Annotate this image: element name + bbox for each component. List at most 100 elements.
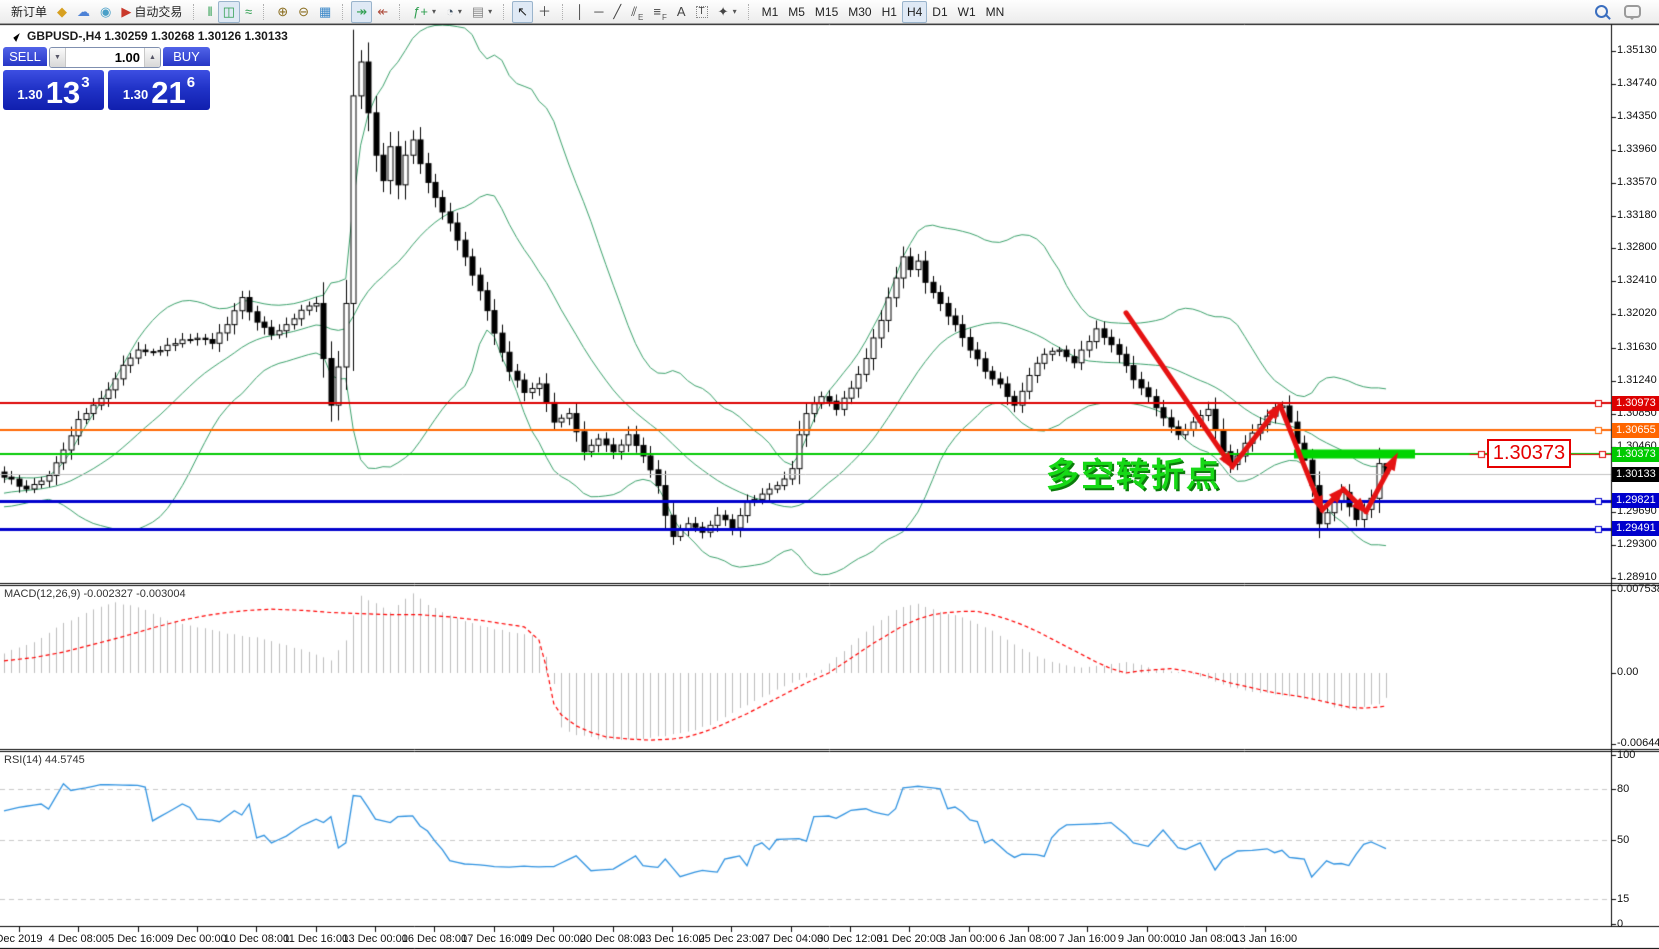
toolbar-separator: [399, 3, 404, 20]
timeframe-h4-button[interactable]: H4: [901, 0, 928, 23]
periods-icon[interactable]: ◔ ▾: [441, 1, 467, 23]
timeframe-mn-button[interactable]: MN: [981, 1, 1010, 23]
indicators-icon-dropdown[interactable]: ▾: [431, 7, 436, 16]
toolbar-separator: [503, 3, 508, 20]
time-tick-label: 10 Jan 08:00: [1174, 933, 1238, 945]
chart-shift-icon: ↞: [377, 4, 389, 19]
toolbar-separator: [747, 3, 753, 20]
arrows-tool-icon[interactable]: ✦ ▾: [713, 1, 742, 23]
channel-tool-icon[interactable]: ⫽ E: [626, 1, 648, 23]
crosshair-tool-icon[interactable]: ＋: [533, 1, 556, 23]
tile-windows-icon[interactable]: ▦: [314, 1, 336, 23]
timeframe-w1-button-label: W1: [957, 4, 976, 19]
price-tick-label: 1.34350: [1617, 110, 1657, 123]
time-tick-label: Dec 2019: [0, 933, 43, 945]
candlestick-chart-type-icon[interactable]: ◫: [217, 0, 241, 23]
toolbar-right: [1595, 5, 1653, 20]
indicators-icon[interactable]: ƒ+ ▾: [408, 1, 441, 23]
price-callout[interactable]: 1.30373: [1487, 439, 1571, 468]
level-price-tag: 1.29491: [1612, 521, 1659, 537]
chart-title-text: GBPUSD-,H4 1.30259 1.30268 1.30126 1.301…: [27, 29, 288, 43]
toolbar: 新订单 ◆ ☁ ◉ ▶ 自动交易 ‖ ◫ ≈ ⊕ ⊖ ▦ ↠ ↞ ƒ+ ▾ ◔ ▾ ▤ ▾ ↖ ＋ │ ─ ╱ ⫽ E ≡ F A T ✦ ▾ M…: [0, 0, 1659, 24]
lot-increase-button[interactable]: ▲: [144, 48, 160, 67]
line-chart-type-icon[interactable]: ≈: [240, 1, 257, 23]
price-tick-label: 1.29300: [1617, 537, 1657, 550]
timeframe-w1-button[interactable]: W1: [953, 1, 981, 23]
sell-button[interactable]: 1.30 13 3: [3, 70, 104, 110]
price-axis[interactable]: [1612, 24, 1659, 927]
lot-size-input[interactable]: [66, 50, 144, 65]
time-tick-label: 19 Dec 00:00: [520, 933, 586, 945]
timeframe-m30-button-label: M30: [848, 4, 872, 19]
time-tick-label: 3 Jan 00:00: [939, 933, 998, 945]
bar-chart-type-icon[interactable]: ‖: [202, 1, 217, 23]
price-tick-label: 1.31630: [1617, 340, 1657, 353]
signals-icon: ◉: [100, 4, 112, 19]
timeframe-m5-button[interactable]: M5: [783, 1, 810, 23]
price-tick-label: 1.32410: [1617, 274, 1657, 287]
time-tick-label: 25 Dec 23:00: [698, 933, 764, 945]
timeframe-d1-button[interactable]: D1: [927, 1, 952, 23]
timeframe-m15-button[interactable]: M15: [810, 1, 843, 23]
templates-icon[interactable]: ▤ ▾: [467, 1, 497, 23]
level-price-tag: 1.30973: [1612, 395, 1659, 411]
candlestick-chart-type-icon: ◫: [222, 4, 236, 19]
zoom-in-icon[interactable]: ⊕: [272, 1, 293, 23]
trendline-tool-icon: ╱: [613, 4, 622, 19]
text-tool-icon[interactable]: A: [672, 1, 691, 23]
macd-axis-label: -0.006446: [1617, 736, 1659, 749]
label-tool-icon[interactable]: T: [691, 1, 713, 23]
timeframe-d1-button-label: D1: [932, 4, 948, 19]
timeframe-h1-button[interactable]: H1: [877, 1, 902, 23]
time-tick-label: 4 Dec 08:00: [48, 933, 109, 945]
signals-icon[interactable]: ◉: [95, 1, 116, 23]
timeframe-m1-button-label: M1: [761, 4, 779, 19]
timeframe-m30-button[interactable]: M30: [843, 1, 876, 23]
zoom-out-icon[interactable]: ⊖: [293, 1, 314, 23]
new-order-button[interactable]: 新订单: [6, 1, 52, 23]
fibonacci-tool-icon[interactable]: ≡ F: [648, 1, 671, 23]
periods-icon-dropdown[interactable]: ▾: [457, 7, 462, 16]
buy-tab[interactable]: BUY: [163, 47, 210, 66]
macd-axis-label: 0.007538: [1617, 583, 1659, 596]
chart-annotation-text[interactable]: 多空转折点: [1046, 456, 1221, 493]
rsi-axis-label: 0: [1617, 918, 1624, 930]
trendline-tool-icon[interactable]: ╱: [608, 1, 626, 23]
arrows-tool-icon: ✦: [717, 4, 729, 19]
vertical-line-tool-icon[interactable]: │: [571, 1, 589, 23]
time-axis[interactable]: [0, 927, 1611, 949]
sell-price-big: 13: [45, 74, 81, 110]
lot-decrease-button[interactable]: ▼: [50, 48, 66, 67]
chart-shift-icon[interactable]: ↞: [372, 1, 393, 23]
rsi-axis-label: 100: [1617, 749, 1636, 761]
auto-scroll-icon[interactable]: ↠: [351, 0, 373, 23]
time-tick-label: 7 Jan 16:00: [1058, 933, 1117, 945]
macd-axis-label: 0.00: [1617, 666, 1639, 678]
price-tick-label: 1.32020: [1617, 307, 1657, 320]
horizontal-line-tool-icon[interactable]: ─: [589, 1, 608, 23]
text-tool-icon: A: [676, 4, 686, 19]
algo-trading-button[interactable]: ▶ 自动交易: [116, 1, 187, 23]
arrows-tool-icon-dropdown[interactable]: ▾: [732, 7, 737, 16]
time-tick-label: 6 Jan 08:00: [999, 933, 1057, 945]
mql5-community-icon[interactable]: ☁: [72, 1, 95, 23]
price-tick-label: 1.35130: [1617, 44, 1657, 56]
templates-icon-dropdown[interactable]: ▾: [488, 7, 493, 16]
charts-profile-icon[interactable]: ◆: [52, 1, 72, 23]
horizontal-line-tool-icon: ─: [594, 4, 604, 19]
chat-icon[interactable]: [1624, 5, 1641, 20]
buy-button[interactable]: 1.30 21 6: [108, 70, 210, 110]
toolbar-separator: [562, 3, 567, 20]
search-icon[interactable]: [1595, 5, 1608, 18]
timeframe-m5-button-label: M5: [788, 4, 805, 19]
cursor-tool-icon[interactable]: ↖: [512, 0, 534, 23]
sell-tab[interactable]: SELL: [3, 47, 47, 66]
timeframe-m1-button[interactable]: M1: [757, 1, 784, 23]
time-tick-label: 23 Dec 16:00: [639, 933, 705, 945]
price-tick-label: 1.33570: [1617, 176, 1657, 189]
zoom-out-icon: ⊖: [298, 4, 309, 19]
time-tick-label: 9 Dec 00:00: [167, 933, 227, 945]
toolbar-separator: [193, 3, 198, 20]
time-tick-label: 31 Dec 20:00: [876, 933, 942, 945]
